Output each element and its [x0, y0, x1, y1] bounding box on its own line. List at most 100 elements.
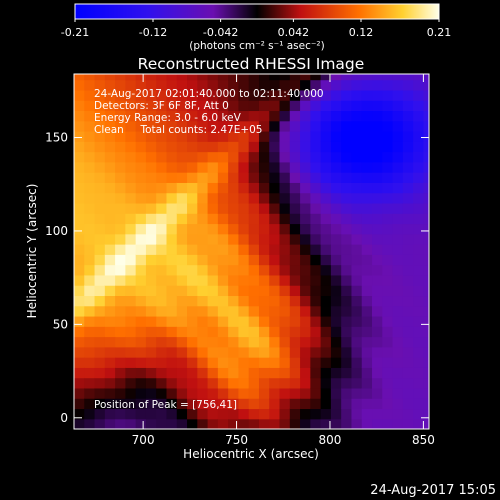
heatmap-cell: [361, 120, 373, 132]
heatmap-cell: [145, 74, 157, 81]
heatmap-cell: [372, 305, 383, 317]
heatmap-cell: [258, 367, 270, 379]
heatmap-cell: [104, 367, 116, 379]
heatmap-cell: [238, 254, 250, 266]
heatmap-cell: [125, 223, 137, 235]
heatmap-cell: [382, 274, 394, 286]
heatmap-cell: [115, 151, 126, 163]
heatmap-cell: [145, 398, 157, 410]
heatmap-cell: [341, 377, 353, 389]
heatmap-cell: [125, 418, 137, 429]
heatmap-cell: [135, 100, 147, 112]
heatmap-cell: [258, 254, 270, 266]
heatmap-cell: [166, 264, 178, 276]
heatmap-cell: [217, 161, 229, 173]
heatmap-cell: [320, 326, 332, 338]
heatmap-cell: [125, 295, 137, 307]
heatmap-cell: [413, 100, 424, 112]
heatmap-cell: [351, 408, 363, 420]
heatmap-cell: [330, 305, 342, 317]
heatmap-cell: [310, 74, 322, 81]
heatmap-cell: [351, 264, 363, 276]
heatmap-cell: [372, 264, 383, 276]
heatmap-cell: [94, 141, 106, 153]
heatmap-cell: [94, 315, 106, 327]
heatmap-cell: [310, 326, 322, 338]
heatmap-cell: [135, 264, 147, 276]
heatmap-cell: [320, 130, 332, 142]
heatmap-cell: [372, 213, 383, 225]
heatmap-cell: [392, 223, 404, 235]
heatmap-cell: [135, 357, 147, 368]
heatmap-cell: [145, 295, 157, 307]
heatmap-cell: [104, 285, 116, 297]
heatmap-cell: [289, 387, 301, 399]
heatmap-cell: [217, 377, 229, 389]
heatmap-cell: [351, 100, 363, 112]
heatmap-cell: [176, 192, 188, 204]
heatmap-cell: [238, 418, 250, 429]
x-tick-label: 750: [225, 433, 248, 447]
heatmap-cell: [74, 254, 85, 266]
heatmap-cell: [176, 418, 188, 429]
heatmap-cell: [289, 274, 301, 286]
heatmap-cell: [258, 244, 270, 255]
heatmap-cell: [248, 79, 260, 91]
heatmap-cell: [351, 110, 363, 122]
heatmap-cell: [104, 130, 116, 142]
heatmap-cell: [228, 213, 240, 225]
heatmap-cell: [104, 79, 116, 91]
heatmap-cell: [125, 377, 137, 389]
heatmap-cell: [402, 274, 414, 286]
annotation-clean-counts: Clean Total counts: 2.47E+05: [94, 124, 263, 136]
heatmap-cell: [84, 89, 96, 101]
heatmap-cell: [125, 305, 137, 317]
heatmap-cell: [125, 264, 137, 276]
heatmap-cell: [423, 295, 429, 307]
heatmap-cell: [279, 295, 291, 307]
heatmap-cell: [382, 192, 394, 204]
heatmap-cell: [248, 89, 260, 101]
heatmap-cell: [145, 213, 157, 225]
heatmap-cell: [330, 274, 342, 286]
heatmap-cell: [330, 357, 342, 368]
heatmap-cell: [228, 120, 240, 132]
heatmap-cell: [94, 202, 106, 214]
heatmap-cell: [135, 172, 147, 183]
heatmap-cell: [84, 336, 96, 348]
heatmap-cell: [217, 151, 229, 163]
heatmap-cell: [361, 254, 373, 266]
heatmap-cell: [248, 130, 260, 142]
x-tick-label: 800: [319, 433, 342, 447]
heatmap-cell: [382, 315, 394, 327]
heatmap-cell: [238, 244, 250, 255]
heatmap-cell: [197, 120, 209, 132]
heatmap-cell: [187, 315, 198, 327]
heatmap-cell: [94, 357, 106, 368]
heatmap-cell: [320, 110, 332, 122]
heatmap-cell: [104, 172, 116, 183]
heatmap-cell: [341, 285, 353, 297]
heatmap-cell: [156, 408, 168, 420]
heatmap-cell: [187, 233, 198, 245]
heatmap-cell: [74, 398, 85, 410]
heatmap-cell: [402, 89, 414, 101]
heatmap-cell: [176, 74, 188, 81]
heatmap-cell: [300, 89, 311, 101]
heatmap-cell: [74, 264, 85, 276]
heatmap-cell: [84, 244, 96, 255]
heatmap-cell: [104, 418, 116, 429]
heatmap-cell: [104, 264, 116, 276]
heatmap-cell: [145, 367, 157, 379]
heatmap-cell: [125, 182, 137, 194]
heatmap-cell: [176, 254, 188, 266]
heatmap-cell: [269, 79, 281, 91]
heatmap-cell: [135, 182, 147, 194]
heatmap-cell: [248, 305, 260, 317]
heatmap-cell: [258, 182, 270, 194]
heatmap-cell: [248, 367, 260, 379]
heatmap-cell: [279, 74, 291, 81]
heatmap-cell: [320, 346, 332, 358]
heatmap-cell: [176, 264, 188, 276]
heatmap-cell: [310, 408, 322, 420]
